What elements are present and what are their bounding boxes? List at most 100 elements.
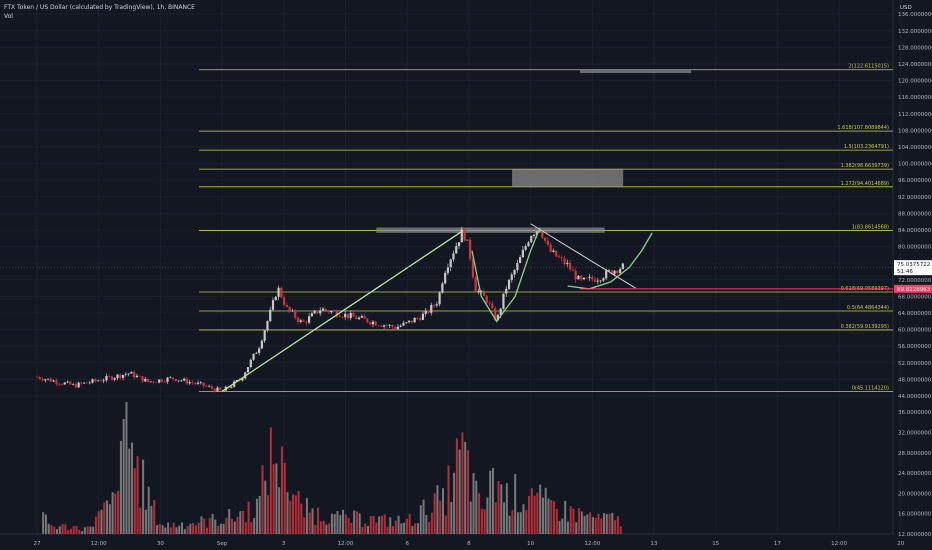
- candle-body: [155, 382, 158, 384]
- volume-bar: [83, 527, 86, 534]
- volume-bar: [458, 449, 461, 534]
- volume-bar: [400, 523, 403, 534]
- candle-body: [177, 380, 180, 382]
- volume-bar: [317, 507, 320, 534]
- resistance-zones: [376, 69, 692, 233]
- volume-bar: [275, 463, 278, 534]
- volume-bar: [44, 514, 47, 534]
- candle-body: [574, 270, 577, 280]
- volume-bar: [367, 526, 370, 534]
- candle-body: [38, 376, 41, 379]
- candles: [35, 226, 624, 393]
- candle-body: [380, 325, 383, 327]
- volume-bar: [550, 500, 553, 534]
- volume-bar: [344, 514, 347, 534]
- candle-body: [460, 229, 463, 243]
- volume-bar: [86, 526, 89, 534]
- volume-bar: [553, 501, 556, 534]
- volume-bar: [486, 497, 489, 534]
- volume-bar: [161, 525, 164, 534]
- candle-body: [524, 246, 527, 250]
- volume-bar: [219, 523, 222, 534]
- candle-body: [41, 378, 44, 381]
- volume-bar: [528, 496, 531, 534]
- candle-body: [466, 239, 469, 241]
- volume-bar: [433, 493, 436, 534]
- currency-label: USD: [900, 5, 912, 11]
- volume-bar: [272, 464, 275, 534]
- volume-bar: [408, 513, 411, 534]
- candle-body: [138, 375, 141, 377]
- volume-bar: [597, 513, 600, 534]
- candle-body: [391, 325, 394, 328]
- candle-body: [494, 308, 497, 321]
- time-tick-label: 30: [157, 541, 164, 547]
- candle-body: [71, 384, 75, 385]
- candle-body: [499, 308, 502, 315]
- volume-bar: [386, 526, 389, 534]
- candle-body: [208, 386, 211, 387]
- candle-body: [191, 382, 194, 384]
- volume-bar: [555, 508, 558, 534]
- candle-body: [135, 375, 139, 378]
- candle-body: [527, 242, 530, 247]
- volume-bar: [78, 529, 81, 534]
- candle-body: [610, 270, 613, 275]
- volume-bar: [244, 522, 247, 534]
- volume-bar: [64, 524, 67, 534]
- candle-body: [252, 353, 255, 360]
- volume-bar: [439, 500, 442, 534]
- volume-bar: [67, 530, 70, 534]
- candle-body: [419, 318, 422, 321]
- volume-bar: [600, 518, 603, 534]
- price-tick-label: 108.0000000: [898, 128, 932, 134]
- candle-body: [405, 322, 408, 323]
- candle-body: [563, 258, 566, 265]
- volume-bar: [436, 485, 439, 534]
- candle-body: [269, 309, 272, 322]
- fib-label: 0.5(64.4864344): [847, 305, 889, 311]
- candle-body: [613, 270, 616, 275]
- candle-body: [283, 297, 286, 305]
- candle-body: [424, 310, 427, 314]
- candle-body: [171, 377, 175, 379]
- candle-body: [169, 377, 172, 378]
- volume-bar: [250, 522, 253, 534]
- volume-bar: [514, 474, 517, 534]
- candle-body: [299, 320, 302, 322]
- volume-bar: [475, 480, 478, 534]
- volume-bar: [355, 511, 358, 534]
- candle-body: [205, 386, 208, 387]
- candle-body: [313, 310, 316, 314]
- fib-label: 1.272(94.4014689): [841, 181, 889, 187]
- volume-bar: [267, 495, 270, 534]
- candle-body: [258, 348, 261, 353]
- volume-bar: [239, 511, 242, 534]
- time-axis[interactable]: 27 12:00 30 Sep 3 12:00 6 8 10 12:00 13 15 17 12:00 20: [34, 541, 905, 547]
- volume-tick-label: 28.0000000: [898, 451, 932, 457]
- marked-price-value: 69.8228963: [897, 287, 931, 293]
- volume-bar: [203, 518, 206, 534]
- volume-bar: [583, 515, 586, 534]
- candle-body: [199, 382, 202, 384]
- volume-bar: [614, 520, 617, 534]
- candle-body: [319, 310, 322, 314]
- candle-body: [432, 304, 436, 306]
- candle-body: [463, 229, 466, 241]
- candle-body: [52, 380, 55, 382]
- candle-body: [477, 291, 480, 292]
- candle-body: [360, 316, 363, 318]
- volume-bar: [397, 515, 400, 534]
- volume-bar: [461, 432, 464, 534]
- volume-bar: [361, 527, 364, 534]
- candle-body: [474, 277, 477, 292]
- candle-body: [144, 378, 147, 382]
- candle-body: [174, 378, 177, 382]
- candle-body: [427, 310, 430, 313]
- candle-body: [435, 304, 438, 306]
- volume-bar: [569, 506, 572, 534]
- volume-bar: [358, 513, 361, 534]
- candle-body: [185, 378, 189, 384]
